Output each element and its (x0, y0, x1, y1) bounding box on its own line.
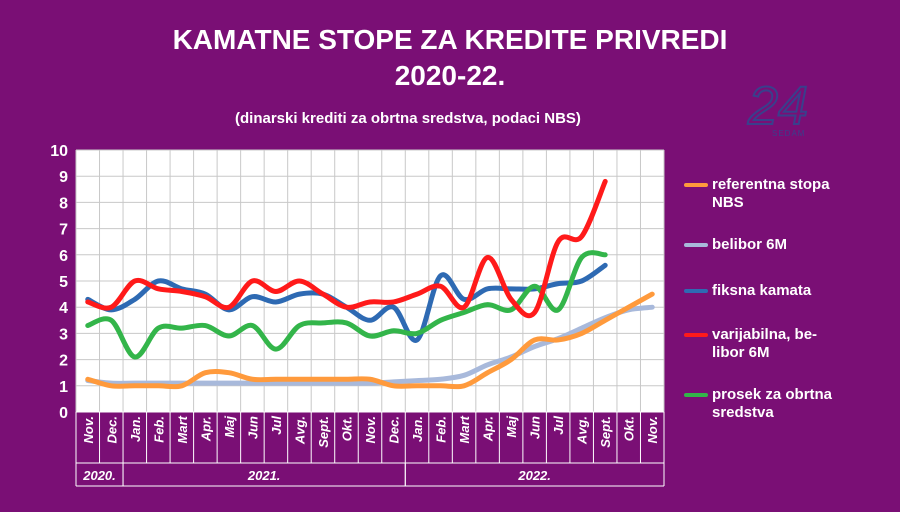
legend-label-line: referentna stopa (712, 176, 830, 193)
y-tick-label: 5 (59, 274, 68, 291)
chart-title-line2: 2020-22. (394, 60, 506, 91)
y-tick-label: 7 (59, 222, 68, 239)
legend-label-line: varijabilna, be- (712, 326, 818, 343)
chart-title-line1: KAMATNE STOPE ZA KREDITE PRIVREDI (172, 24, 728, 55)
x-tick-label: Jan. (410, 416, 425, 442)
x-tick-label: Apr. (198, 416, 213, 442)
legend-label-line: belibor 6M (712, 236, 788, 253)
legend-label: fiksna kamata (712, 282, 872, 300)
x-tick-label: Avg. (292, 416, 307, 445)
x-tick-label: Jan. (128, 416, 143, 442)
legend-swatch (684, 183, 708, 187)
x-tick-label: Feb. (151, 416, 166, 443)
y-axis-ticks: 0 1 2 3 4 5 6 7 8 9 10 (50, 143, 68, 422)
legend-label: referentna stopa NBS (712, 176, 872, 212)
x-tick-label: Nov. (363, 416, 378, 443)
series-line-referentna-stopa-nbs (85, 291, 655, 390)
x-tick-label: Avg. (575, 416, 590, 445)
x-tick-label: Dec. (387, 416, 402, 443)
x-tick-label: Okt. (622, 416, 637, 441)
x-tick-label: Jun (245, 416, 260, 439)
legend-label-line: libor 6M (712, 344, 770, 361)
x-tick-label: Jul (551, 416, 566, 435)
x-axis: Nov. Dec. Jan. Feb. Mart Apr. Maj Jun Jul Avg. Sep… (75, 411, 665, 487)
legend-label-line: prosek za obrtna (712, 386, 833, 403)
year-label: 2020. (82, 468, 116, 483)
y-tick-label: 2 (59, 353, 68, 370)
legend-label: prosek za obrtna sredstva (712, 386, 872, 422)
logo-number: 24 (747, 78, 808, 136)
x-tick-label: Jun (528, 416, 543, 439)
legend-swatch (684, 243, 708, 247)
year-label: 2021. (247, 468, 281, 483)
x-tick-label: Apr. (481, 416, 496, 442)
y-tick-label: 10 (50, 143, 68, 160)
sedam24-logo: 24 SEDAM (746, 78, 809, 138)
x-tick-label: Nov. (645, 416, 660, 443)
legend-label-line: NBS (712, 194, 744, 211)
y-tick-label: 3 (59, 326, 68, 343)
y-tick-label: 4 (59, 300, 68, 317)
x-tick-label: Dec. (104, 416, 119, 443)
legend-swatch (684, 289, 708, 293)
x-tick-label: Maj (222, 416, 237, 438)
x-tick-label: Okt. (339, 416, 354, 441)
x-tick-label: Nov. (81, 416, 96, 443)
year-label: 2022. (517, 468, 551, 483)
x-tick-label: Mart (175, 415, 190, 443)
x-tick-label: Jul (269, 416, 284, 435)
gridlines (75, 149, 665, 413)
y-tick-label: 9 (59, 169, 68, 186)
x-tick-label: Sept. (598, 416, 613, 448)
y-tick-label: 1 (59, 379, 68, 396)
legend-swatch (684, 333, 708, 337)
logo-subtext: SEDAM (772, 129, 805, 138)
y-tick-label: 8 (59, 195, 68, 212)
legend-label-line: fiksna kamata (712, 282, 812, 299)
y-tick-label: 0 (59, 405, 68, 422)
series-line-varijabilna-belibor-6m (85, 178, 608, 319)
y-tick-label: 6 (59, 248, 68, 265)
chart-subtitle: (dinarski krediti za obrtna sredstva, po… (235, 110, 581, 127)
series-lines (85, 178, 655, 390)
series-line-prosek-za-obrtna-sredstva (85, 250, 608, 360)
x-tick-label: Maj (504, 416, 519, 438)
x-tick-label: Mart (457, 415, 472, 443)
x-tick-label: Feb. (434, 416, 449, 443)
legend-label: varijabilna, be-libor 6M (712, 326, 872, 362)
x-tick-label: Sept. (316, 416, 331, 448)
legend-label-line: sredstva (712, 404, 774, 421)
legend-swatch (684, 393, 708, 397)
legend-label: belibor 6M (712, 236, 872, 254)
